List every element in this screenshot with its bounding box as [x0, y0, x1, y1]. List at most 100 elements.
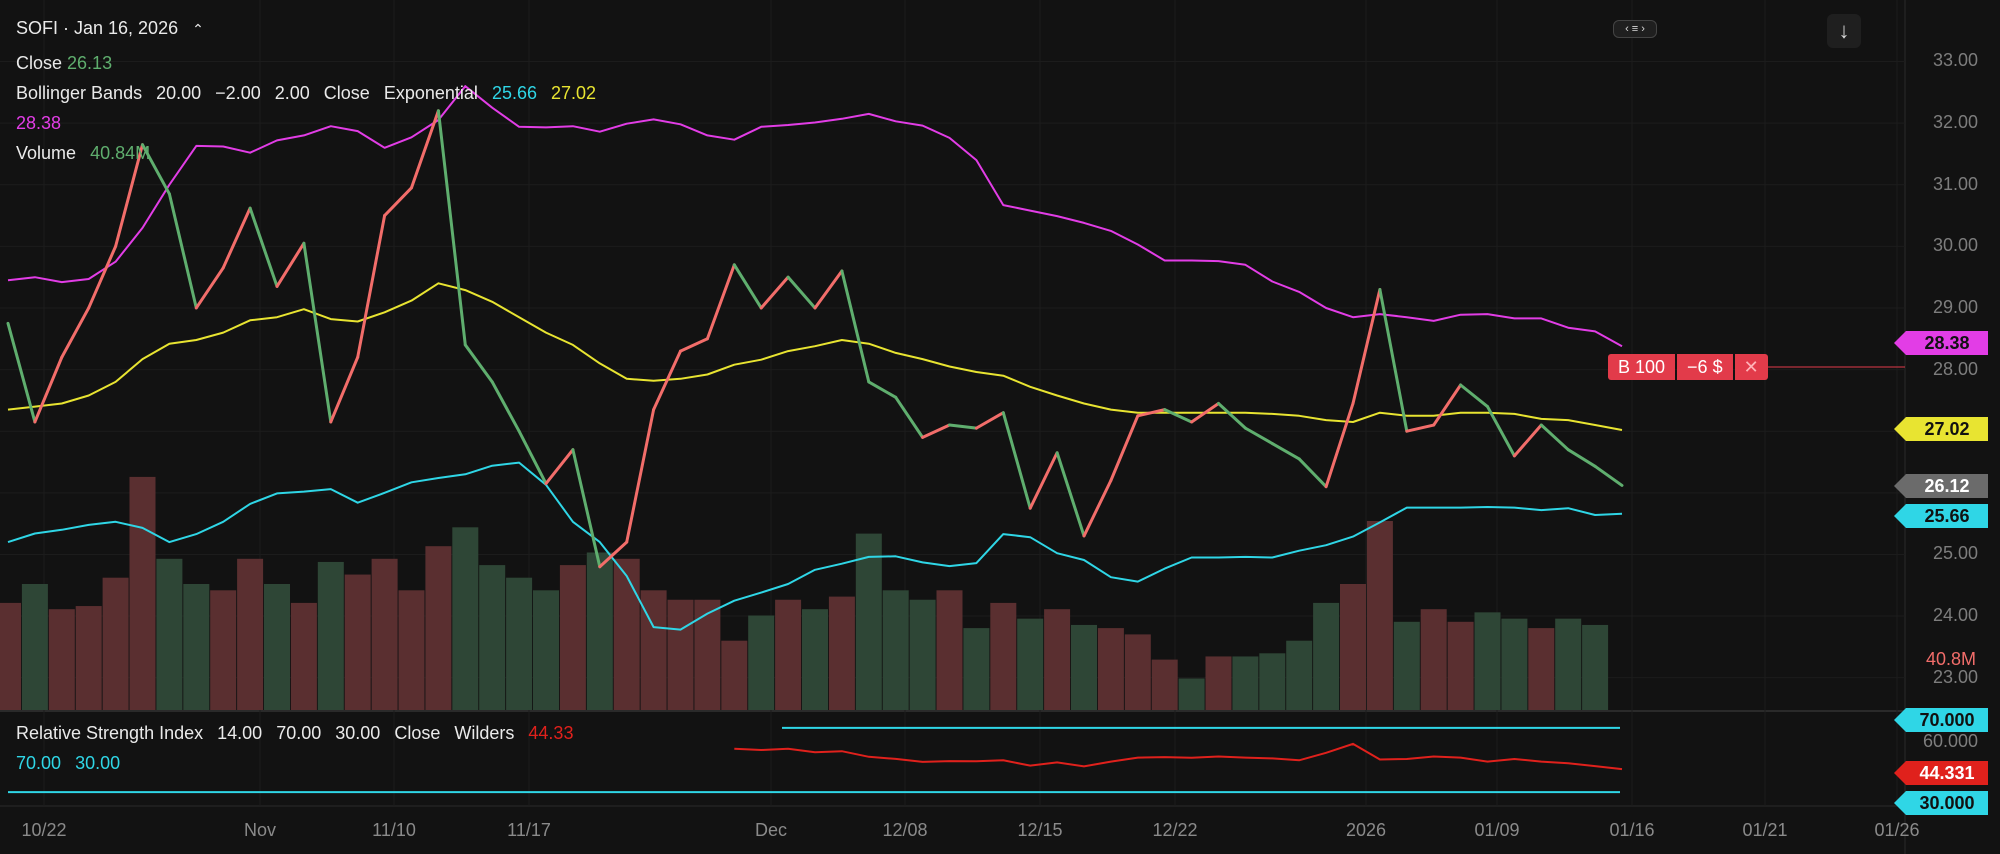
close-segment: [1001, 411, 1032, 510]
rsi-lower-value: 30.00: [75, 753, 121, 773]
volume-bar: [533, 590, 559, 710]
close-segment: [1190, 401, 1220, 424]
close-segment: [1351, 287, 1382, 405]
volume-bar: [1393, 621, 1420, 710]
rsi-line: [734, 742, 1623, 771]
close-segment: [463, 343, 494, 384]
close-segment: [1324, 401, 1355, 489]
volume-bar: [264, 584, 290, 710]
chevron-up-icon[interactable]: ⌃: [192, 21, 204, 37]
price-tick-label: 33.00: [1932, 50, 1978, 71]
close-segment: [141, 143, 171, 196]
bb-param: −2.00: [215, 83, 261, 103]
close-segment: [1055, 451, 1086, 538]
close-segment: [1432, 383, 1463, 427]
volume-bar: [1151, 659, 1178, 710]
close-icon[interactable]: ✕: [1734, 354, 1768, 380]
close-segment: [436, 109, 467, 347]
volume-bar: [909, 599, 936, 710]
close-segment: [894, 395, 925, 439]
close-segment: [275, 241, 306, 288]
close-segment: [571, 448, 602, 569]
bb-param: 20.00: [156, 83, 202, 103]
volume-bar: [1232, 656, 1259, 710]
arrow-down-icon[interactable]: ↓: [1827, 14, 1861, 48]
close-segment: [813, 269, 844, 310]
volume-bar: [1044, 609, 1071, 710]
bb-upper-value: 28.38: [16, 113, 62, 133]
last-price-tag: 26.12: [1894, 474, 1988, 498]
close-segment: [6, 321, 37, 424]
close-segment: [1109, 414, 1140, 482]
volume-bar: [129, 476, 156, 710]
pan-handle-icon[interactable]: ‹ ≡ ›: [1613, 20, 1657, 38]
time-tick-label: 12/08: [882, 820, 928, 840]
close-segment: [383, 186, 413, 218]
bb-param: Close: [323, 83, 370, 103]
volume-bar: [102, 577, 129, 710]
time-tick-label: 2026: [1345, 820, 1387, 840]
volume-legend[interactable]: Volume 40.84M: [16, 143, 159, 164]
close-segment: [194, 266, 225, 310]
volume-bar: [1124, 634, 1151, 710]
volume-bar: [1097, 628, 1124, 710]
close-segment: [1459, 383, 1489, 409]
bb-legend[interactable]: Bollinger Bands 20.00 −2.00 2.00 Close E…: [16, 83, 605, 104]
volume-bar: [559, 565, 586, 710]
close-segment: [1243, 426, 1274, 446]
close-segment: [1270, 442, 1301, 461]
price-tick-label: 32.00: [1932, 112, 1978, 133]
volume-bar: [1447, 621, 1474, 710]
volume-bar: [371, 558, 398, 710]
volume-bar: [75, 606, 102, 710]
volume-bar: [317, 561, 344, 710]
time-tick-label: 11/17: [507, 820, 551, 840]
close-segment: [1028, 451, 1059, 510]
close-segment: [356, 214, 387, 359]
close-segment: [1593, 464, 1624, 487]
rsi-param: Close: [394, 723, 441, 743]
volume-bar: [1420, 609, 1447, 710]
symbol-header[interactable]: SOFI · Jan 16, 2026 ⌃: [16, 18, 213, 39]
volume-bar: [183, 584, 210, 710]
close-segment: [1566, 448, 1597, 468]
rsi-upper-value: 70.00: [16, 753, 62, 773]
volume-bar: [210, 590, 237, 710]
close-segment: [248, 206, 279, 288]
rsi-param: 30.00: [335, 723, 381, 743]
price-tick-label: 25.00: [1932, 543, 1978, 564]
symbol-date: SOFI · Jan 16, 2026: [16, 18, 179, 38]
close-segment: [167, 192, 198, 310]
rsi-value: 44.33: [528, 723, 574, 743]
volume-bar: [721, 640, 748, 710]
time-tick-label: 01/26: [1874, 820, 1920, 840]
volume-bar: [1205, 656, 1232, 710]
order-side[interactable]: B 100: [1608, 354, 1676, 380]
volume-bar: [828, 596, 855, 710]
volume-bar: [237, 558, 264, 710]
price-tick-label: 31.00: [1932, 173, 1978, 194]
time-tick-label: 12/22: [1152, 820, 1198, 840]
close-segment: [1297, 457, 1328, 489]
volume-bar: [1528, 628, 1555, 710]
close-segment: [974, 411, 1005, 430]
close-segment: [679, 337, 709, 353]
volume-bar: [855, 533, 882, 710]
close-segment: [948, 423, 978, 430]
order-label[interactable]: B 100 −6 $ ✕: [1608, 354, 1768, 380]
bb-lower-value: 25.66: [491, 83, 537, 103]
close-segment: [705, 263, 736, 341]
close-segment: [867, 380, 898, 399]
close-segment: [60, 306, 91, 359]
rsi-legend[interactable]: Relative Strength Index 14.00 70.00 30.0…: [16, 723, 582, 744]
volume-bar: [694, 599, 721, 710]
price-tick-label: 28.00: [1932, 358, 1978, 379]
close-segment: [1082, 478, 1113, 538]
volume-bar: [21, 584, 48, 710]
rsi-bands-legend: 70.00 30.00: [16, 753, 129, 774]
time-tick-label: 01/21: [1742, 820, 1788, 840]
close-segment: [921, 423, 951, 439]
close-segment: [598, 540, 629, 569]
